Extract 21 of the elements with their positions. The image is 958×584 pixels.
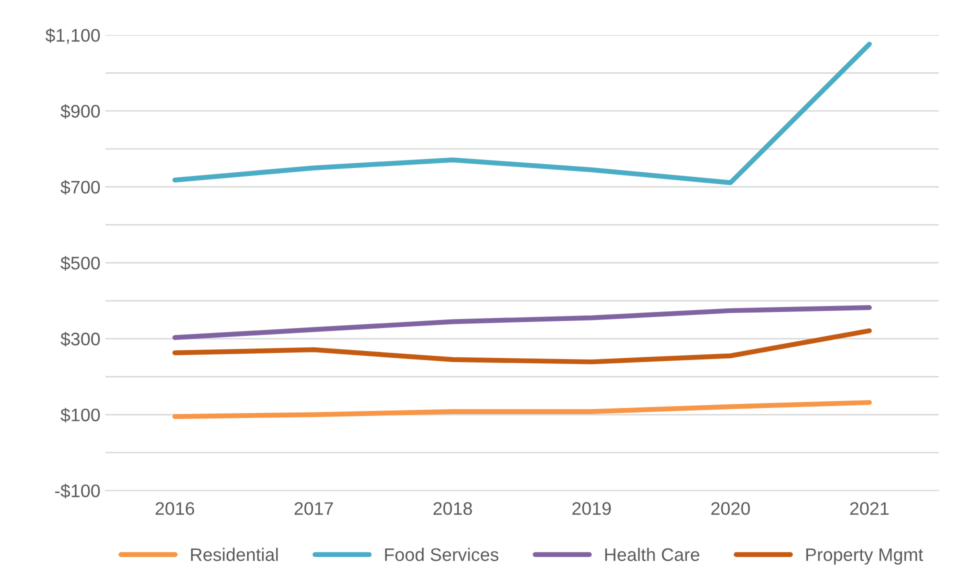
y-tick-label: $900 — [60, 104, 100, 119]
y-tick-label: $300 — [60, 332, 100, 347]
x-tick-label: 2021 — [850, 502, 889, 515]
line-series — [172, 400, 872, 419]
line-series — [172, 305, 872, 340]
y-tick-label: $700 — [60, 180, 100, 195]
x-tick-label: 2018 — [433, 502, 472, 515]
x-tick-label: 2020 — [711, 502, 750, 515]
y-tick-label: -$100 — [55, 484, 100, 498]
y-tick-label: $1,100 — [45, 28, 100, 44]
legend-label: Food Services — [385, 548, 498, 562]
line-series — [172, 42, 872, 186]
x-tick-label: 2016 — [156, 502, 194, 515]
x-tick-label: 2017 — [294, 502, 333, 515]
legend-label: Property Mgmt — [806, 548, 924, 565]
legend-label: Health Care — [605, 548, 700, 562]
legend-label: Residential — [191, 548, 278, 562]
x-tick-label: 2019 — [572, 502, 611, 515]
y-tick-label: $500 — [60, 256, 100, 271]
y-tick-label: $100 — [60, 408, 100, 422]
line-series — [172, 328, 872, 364]
